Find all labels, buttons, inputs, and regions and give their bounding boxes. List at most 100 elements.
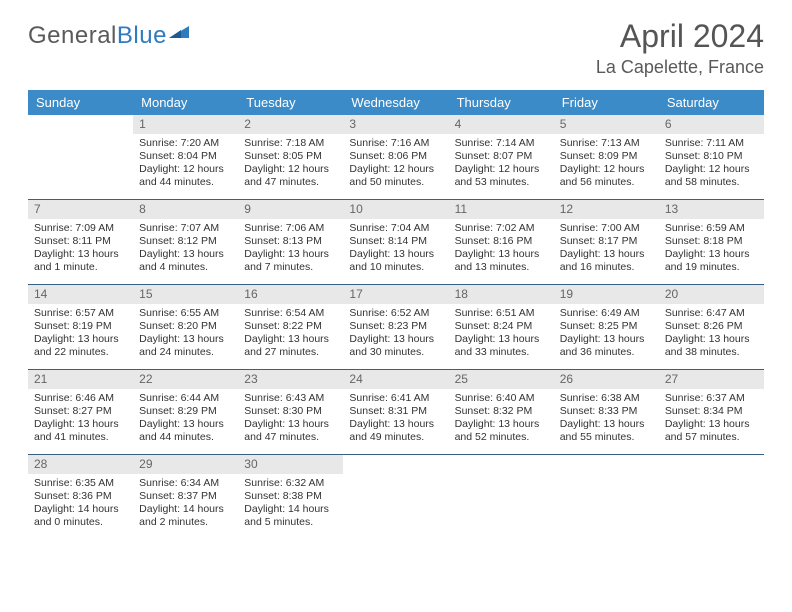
day-daylight2: and 33 minutes. (455, 346, 548, 359)
week-row: 21Sunrise: 6:46 AMSunset: 8:27 PMDayligh… (28, 370, 764, 455)
day-body: Sunrise: 6:52 AMSunset: 8:23 PMDaylight:… (343, 304, 448, 364)
day-number: 24 (343, 370, 448, 389)
day-body: Sunrise: 6:37 AMSunset: 8:34 PMDaylight:… (659, 389, 764, 449)
day-daylight1: Daylight: 13 hours (139, 333, 232, 346)
day-daylight2: and 41 minutes. (34, 431, 127, 444)
day-number: 30 (238, 455, 343, 474)
day-sunrise: Sunrise: 7:00 AM (560, 222, 653, 235)
day-sunrise: Sunrise: 7:11 AM (665, 137, 758, 150)
day-sunset: Sunset: 8:26 PM (665, 320, 758, 333)
month-title: April 2024 (596, 18, 764, 55)
day-sunrise: Sunrise: 7:02 AM (455, 222, 548, 235)
day-daylight2: and 22 minutes. (34, 346, 127, 359)
day-number: 27 (659, 370, 764, 389)
day-sunset: Sunset: 8:31 PM (349, 405, 442, 418)
day-sunset: Sunset: 8:14 PM (349, 235, 442, 248)
day-sunset: Sunset: 8:17 PM (560, 235, 653, 248)
day-sunset: Sunset: 8:04 PM (139, 150, 232, 163)
day-body: Sunrise: 7:16 AMSunset: 8:06 PMDaylight:… (343, 134, 448, 194)
day-daylight2: and 44 minutes. (139, 176, 232, 189)
day-number: 28 (28, 455, 133, 474)
day-daylight1: Daylight: 13 hours (560, 333, 653, 346)
day-body: Sunrise: 6:43 AMSunset: 8:30 PMDaylight:… (238, 389, 343, 449)
day-cell: 22Sunrise: 6:44 AMSunset: 8:29 PMDayligh… (133, 370, 238, 454)
day-daylight1: Daylight: 12 hours (349, 163, 442, 176)
day-body (554, 474, 659, 481)
day-body (28, 134, 133, 141)
day-daylight1: Daylight: 12 hours (139, 163, 232, 176)
day-number: 25 (449, 370, 554, 389)
day-sunset: Sunset: 8:36 PM (34, 490, 127, 503)
day-daylight1: Daylight: 13 hours (665, 248, 758, 261)
logo: GeneralBlue (28, 22, 191, 50)
day-body: Sunrise: 6:54 AMSunset: 8:22 PMDaylight:… (238, 304, 343, 364)
day-daylight1: Daylight: 13 hours (139, 418, 232, 431)
day-sunrise: Sunrise: 7:20 AM (139, 137, 232, 150)
day-body: Sunrise: 7:04 AMSunset: 8:14 PMDaylight:… (343, 219, 448, 279)
day-cell (554, 455, 659, 539)
day-body: Sunrise: 6:51 AMSunset: 8:24 PMDaylight:… (449, 304, 554, 364)
day-daylight2: and 30 minutes. (349, 346, 442, 359)
day-sunset: Sunset: 8:30 PM (244, 405, 337, 418)
day-sunrise: Sunrise: 6:43 AM (244, 392, 337, 405)
day-number: 14 (28, 285, 133, 304)
week-row: 28Sunrise: 6:35 AMSunset: 8:36 PMDayligh… (28, 455, 764, 539)
day-sunset: Sunset: 8:12 PM (139, 235, 232, 248)
day-body: Sunrise: 7:07 AMSunset: 8:12 PMDaylight:… (133, 219, 238, 279)
day-body: Sunrise: 6:34 AMSunset: 8:37 PMDaylight:… (133, 474, 238, 534)
day-daylight2: and 16 minutes. (560, 261, 653, 274)
day-cell: 4Sunrise: 7:14 AMSunset: 8:07 PMDaylight… (449, 115, 554, 199)
day-sunset: Sunset: 8:16 PM (455, 235, 548, 248)
logo-triangle-icon (169, 24, 191, 47)
day-cell: 17Sunrise: 6:52 AMSunset: 8:23 PMDayligh… (343, 285, 448, 369)
day-cell: 30Sunrise: 6:32 AMSunset: 8:38 PMDayligh… (238, 455, 343, 539)
day-daylight1: Daylight: 13 hours (560, 418, 653, 431)
day-header-fri: Friday (554, 90, 659, 115)
day-sunset: Sunset: 8:25 PM (560, 320, 653, 333)
day-cell: 18Sunrise: 6:51 AMSunset: 8:24 PMDayligh… (449, 285, 554, 369)
day-sunset: Sunset: 8:20 PM (139, 320, 232, 333)
day-sunset: Sunset: 8:34 PM (665, 405, 758, 418)
day-daylight2: and 56 minutes. (560, 176, 653, 189)
day-body: Sunrise: 7:18 AMSunset: 8:05 PMDaylight:… (238, 134, 343, 194)
day-number: 16 (238, 285, 343, 304)
day-daylight1: Daylight: 13 hours (560, 248, 653, 261)
day-cell: 13Sunrise: 6:59 AMSunset: 8:18 PMDayligh… (659, 200, 764, 284)
day-daylight2: and 36 minutes. (560, 346, 653, 359)
day-body: Sunrise: 7:11 AMSunset: 8:10 PMDaylight:… (659, 134, 764, 194)
day-daylight1: Daylight: 13 hours (244, 248, 337, 261)
title-block: April 2024 La Capelette, France (596, 18, 764, 78)
day-sunset: Sunset: 8:29 PM (139, 405, 232, 418)
day-sunrise: Sunrise: 6:55 AM (139, 307, 232, 320)
day-cell (343, 455, 448, 539)
day-number: 29 (133, 455, 238, 474)
day-cell: 8Sunrise: 7:07 AMSunset: 8:12 PMDaylight… (133, 200, 238, 284)
day-daylight2: and 10 minutes. (349, 261, 442, 274)
day-daylight1: Daylight: 12 hours (455, 163, 548, 176)
day-daylight1: Daylight: 13 hours (455, 248, 548, 261)
day-sunset: Sunset: 8:32 PM (455, 405, 548, 418)
day-number: 10 (343, 200, 448, 219)
day-body (449, 474, 554, 481)
day-sunset: Sunset: 8:24 PM (455, 320, 548, 333)
day-daylight2: and 57 minutes. (665, 431, 758, 444)
day-daylight1: Daylight: 13 hours (244, 333, 337, 346)
day-cell: 23Sunrise: 6:43 AMSunset: 8:30 PMDayligh… (238, 370, 343, 454)
day-sunrise: Sunrise: 7:04 AM (349, 222, 442, 235)
day-daylight1: Daylight: 13 hours (665, 333, 758, 346)
day-cell: 26Sunrise: 6:38 AMSunset: 8:33 PMDayligh… (554, 370, 659, 454)
day-body: Sunrise: 6:44 AMSunset: 8:29 PMDaylight:… (133, 389, 238, 449)
day-number (343, 455, 448, 474)
day-body: Sunrise: 7:06 AMSunset: 8:13 PMDaylight:… (238, 219, 343, 279)
day-number: 11 (449, 200, 554, 219)
day-daylight2: and 47 minutes. (244, 431, 337, 444)
header: GeneralBlue April 2024 La Capelette, Fra… (0, 0, 792, 84)
day-sunset: Sunset: 8:05 PM (244, 150, 337, 163)
day-body: Sunrise: 7:14 AMSunset: 8:07 PMDaylight:… (449, 134, 554, 194)
day-daylight1: Daylight: 13 hours (665, 418, 758, 431)
day-daylight2: and 4 minutes. (139, 261, 232, 274)
day-sunrise: Sunrise: 6:52 AM (349, 307, 442, 320)
day-sunrise: Sunrise: 7:06 AM (244, 222, 337, 235)
calendar: Sunday Monday Tuesday Wednesday Thursday… (28, 90, 764, 539)
day-sunrise: Sunrise: 7:13 AM (560, 137, 653, 150)
